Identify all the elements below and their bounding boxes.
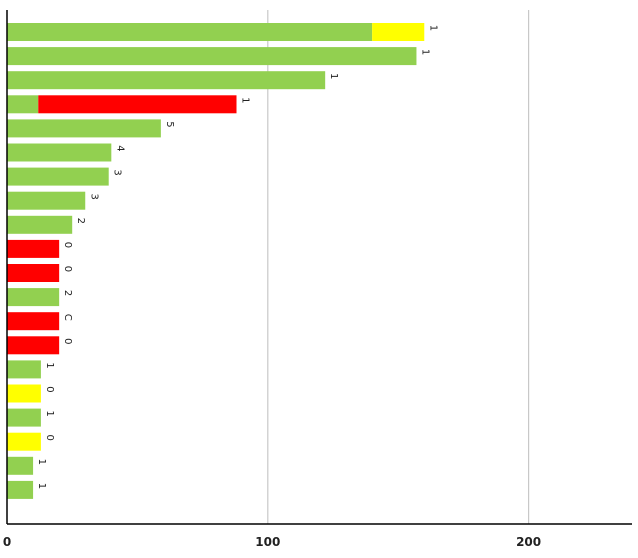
bar-8-segment-1	[7, 191, 86, 210]
bar-19-segment-1	[7, 456, 34, 475]
bar-17-data-label: 1	[44, 410, 55, 416]
bar-11-segment-1	[7, 264, 60, 282]
bar-8-data-label: 3	[88, 194, 99, 200]
bar-16-segment-1	[7, 384, 41, 403]
bar-2-segment-1	[7, 47, 417, 66]
bar-18-data-label: 0	[44, 435, 55, 441]
bar-10-segment-1	[7, 239, 60, 258]
bar-14-data-label: 0	[62, 338, 73, 344]
bar-6-data-label: 4	[114, 145, 125, 151]
bar-9-data-label: 2	[75, 218, 86, 224]
bar-18-segment-1	[7, 432, 41, 451]
bar-15-data-label: 1	[44, 362, 55, 368]
x-tick-labels: 0 100 200	[3, 535, 541, 549]
bar-16-data-label: 0	[44, 386, 55, 392]
bar-4-data-label: 1	[240, 97, 251, 103]
bar-20-segment-1	[7, 480, 34, 499]
bar-11-data-label: 0	[62, 266, 73, 272]
bar-1-segment-2	[372, 23, 425, 41]
gridlines	[267, 10, 530, 524]
bar-3-data-label: 1	[328, 73, 339, 79]
bar-14-segment-1	[7, 336, 60, 355]
bar-12-segment-1	[7, 288, 60, 307]
bars	[7, 23, 425, 499]
bar-4-segment-2	[38, 95, 237, 114]
bar-13-data-label: C	[62, 314, 73, 321]
bar-15-segment-1	[7, 360, 41, 379]
bar-12-data-label: 2	[62, 290, 73, 296]
bar-7-data-label: 3	[112, 169, 123, 175]
bar-7-segment-1	[7, 167, 109, 186]
x-tick-label-0: 0	[3, 535, 11, 549]
bar-9-segment-1	[7, 215, 73, 234]
bar-4-segment-1	[7, 95, 39, 114]
bar-10-data-label: 0	[62, 242, 73, 248]
bar-20-data-label: 1	[36, 483, 47, 489]
bar-6-segment-1	[7, 143, 112, 162]
bar-1-segment-1	[7, 23, 373, 41]
bar-19-data-label: 1	[36, 459, 47, 465]
bar-3-segment-1	[7, 71, 326, 90]
bar-13-segment-1	[7, 312, 60, 331]
bar-2-data-label: 1	[419, 49, 430, 55]
x-tick-label-200: 200	[516, 535, 541, 549]
bar-1-data-label: 1	[427, 25, 438, 31]
bar-5-segment-1	[7, 119, 161, 138]
data-labels: 1 1 1 1 5 4 3 3 2 0 0 2 C 0 1 0 1 0 1 1	[36, 25, 438, 489]
x-tick-label-100: 100	[255, 535, 280, 549]
bar-17-segment-1	[7, 408, 41, 427]
bar-5-data-label: 5	[164, 121, 175, 127]
